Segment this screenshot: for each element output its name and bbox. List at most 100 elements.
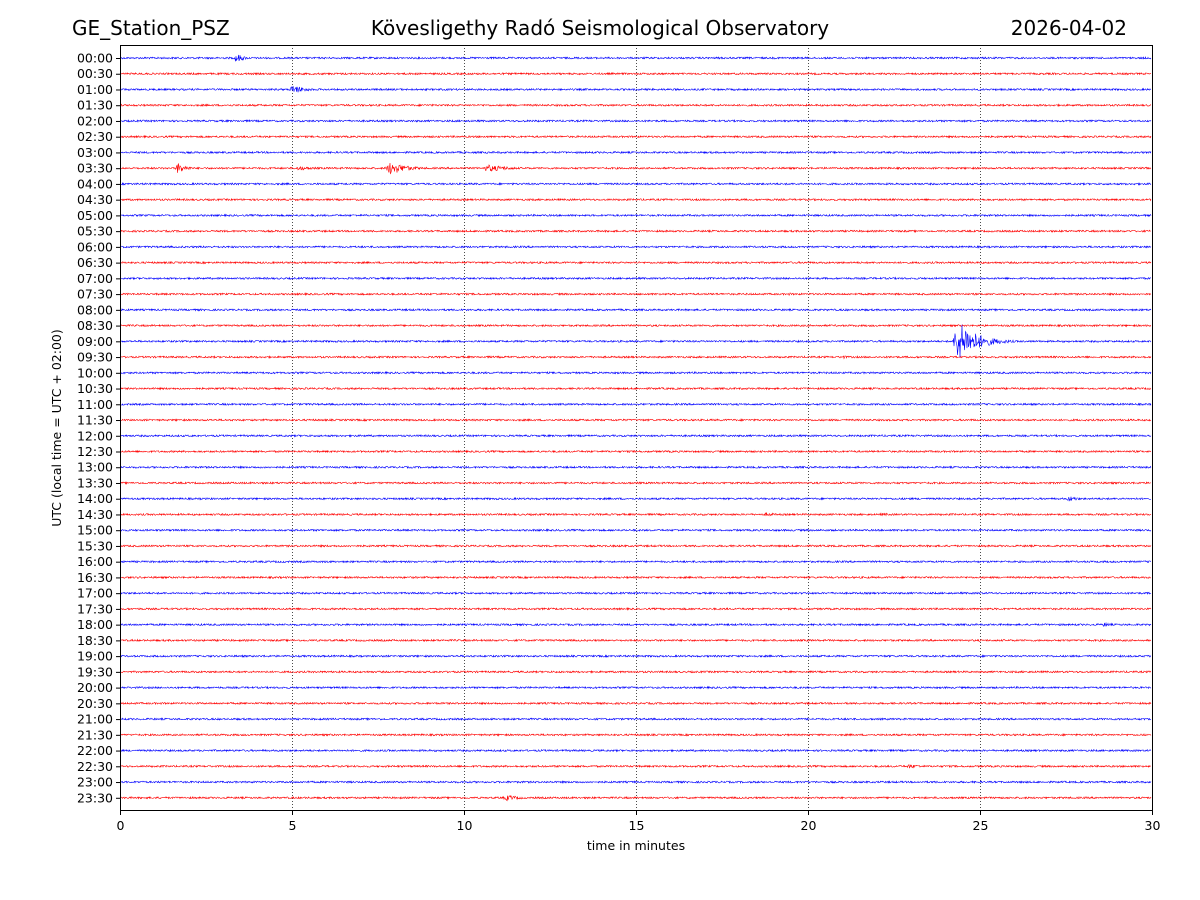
row-label-20:30: 20:30 [77, 696, 113, 711]
row-label-15:00: 15:00 [77, 523, 113, 538]
y-axis-label: UTC (local time = UTC + 02:00) [49, 329, 64, 527]
row-label-04:00: 04:00 [77, 176, 113, 191]
trace-19:00 [120, 654, 1152, 658]
x-tick-label-30: 30 [1145, 818, 1161, 833]
trace-10:30 [120, 386, 1152, 391]
row-label-21:30: 21:30 [77, 727, 113, 742]
trace-12:30 [120, 449, 1152, 454]
row-label-18:00: 18:00 [77, 617, 113, 632]
trace-07:30 [120, 292, 1152, 297]
row-label-11:00: 11:00 [77, 397, 113, 412]
trace-22:00 [120, 748, 1152, 753]
trace-02:00 [120, 118, 1152, 123]
row-label-03:30: 03:30 [77, 161, 113, 176]
trace-17:00 [120, 591, 1152, 596]
row-label-22:00: 22:00 [77, 743, 113, 758]
row-label-05:30: 05:30 [77, 224, 113, 239]
row-label-08:30: 08:30 [77, 318, 113, 333]
trace-03:30 [120, 163, 1152, 175]
trace-14:30 [120, 512, 1152, 517]
trace-04:30 [120, 197, 1152, 202]
x-tick-label-0: 0 [117, 818, 125, 833]
trace-11:00 [120, 402, 1152, 407]
trace-01:00 [120, 86, 1152, 93]
row-label-00:00: 00:00 [77, 51, 113, 66]
trace-04:00 [120, 181, 1152, 186]
row-label-16:30: 16:30 [77, 570, 113, 585]
row-label-13:00: 13:00 [77, 460, 113, 475]
row-label-10:00: 10:00 [77, 365, 113, 380]
row-label-23:30: 23:30 [77, 790, 113, 805]
trace-03:00 [120, 150, 1152, 155]
trace-18:00 [120, 621, 1152, 627]
row-label-02:00: 02:00 [77, 113, 113, 128]
row-label-12:00: 12:00 [77, 428, 113, 443]
row-label-01:00: 01:00 [77, 82, 113, 97]
trace-20:00 [120, 685, 1152, 690]
row-label-02:30: 02:30 [77, 129, 113, 144]
trace-11:30 [120, 418, 1152, 422]
row-label-17:30: 17:30 [77, 601, 113, 616]
trace-17:30 [120, 606, 1152, 611]
row-label-15:30: 15:30 [77, 538, 113, 553]
trace-02:30 [120, 134, 1152, 139]
trace-06:00 [120, 245, 1152, 249]
trace-13:30 [121, 481, 1152, 485]
trace-00:00 [120, 54, 1152, 62]
trace-13:00 [120, 465, 1152, 470]
trace-07:00 [120, 276, 1152, 281]
row-label-17:00: 17:00 [77, 586, 113, 601]
row-label-14:00: 14:00 [77, 491, 113, 506]
trace-15:30 [120, 544, 1152, 548]
row-label-14:30: 14:30 [77, 507, 113, 522]
row-label-10:30: 10:30 [77, 381, 113, 396]
row-label-18:30: 18:30 [77, 633, 113, 648]
row-label-13:30: 13:30 [77, 475, 113, 490]
x-axis-label: time in minutes [587, 838, 685, 853]
trace-06:30 [120, 260, 1152, 265]
x-tick-label-10: 10 [457, 818, 473, 833]
row-label-03:00: 03:00 [77, 145, 113, 160]
row-label-16:00: 16:00 [77, 554, 113, 569]
grid-lines [292, 45, 981, 810]
row-label-05:00: 05:00 [77, 208, 113, 223]
station-name: GE_Station_PSZ [72, 16, 230, 40]
x-tick-label-25: 25 [973, 818, 989, 833]
row-label-20:00: 20:00 [77, 680, 113, 695]
trace-16:30 [120, 575, 1152, 580]
chart-date: 2026-04-02 [1010, 16, 1127, 40]
row-label-07:30: 07:30 [77, 287, 113, 302]
trace-10:00 [120, 370, 1152, 375]
x-tick-label-20: 20 [801, 818, 817, 833]
trace-23:30 [120, 794, 1152, 802]
plot-frame [120, 45, 1153, 811]
trace-01:30 [120, 103, 1152, 108]
row-label-12:30: 12:30 [77, 444, 113, 459]
row-label-19:30: 19:30 [77, 664, 113, 679]
x-tick-label-5: 5 [289, 818, 297, 833]
row-label-07:00: 07:00 [77, 271, 113, 286]
row-label-23:00: 23:00 [77, 775, 113, 790]
row-label-04:30: 04:30 [77, 192, 113, 207]
trace-14:00 [120, 496, 1152, 502]
trace-08:30 [120, 323, 1152, 328]
row-label-06:30: 06:30 [77, 255, 113, 270]
row-label-01:30: 01:30 [77, 98, 113, 113]
trace-09:30 [120, 355, 1152, 360]
y-axis-ticks: 00:0000:3001:0001:3002:0002:3003:0003:30… [77, 51, 120, 805]
trace-05:30 [120, 229, 1152, 234]
row-label-21:00: 21:00 [77, 712, 113, 727]
row-label-06:00: 06:00 [77, 239, 113, 254]
trace-16:00 [120, 559, 1152, 564]
row-label-11:30: 11:30 [77, 413, 113, 428]
x-tick-label-15: 15 [629, 818, 645, 833]
trace-12:00 [120, 433, 1152, 438]
row-label-22:30: 22:30 [77, 759, 113, 774]
trace-09:00 [120, 324, 1152, 358]
chart-title: Kövesligethy Radó Seismological Observat… [370, 16, 830, 40]
trace-20:30 [120, 701, 1152, 706]
row-label-19:00: 19:00 [77, 649, 113, 664]
trace-05:00 [120, 213, 1152, 218]
trace-23:00 [120, 780, 1152, 784]
